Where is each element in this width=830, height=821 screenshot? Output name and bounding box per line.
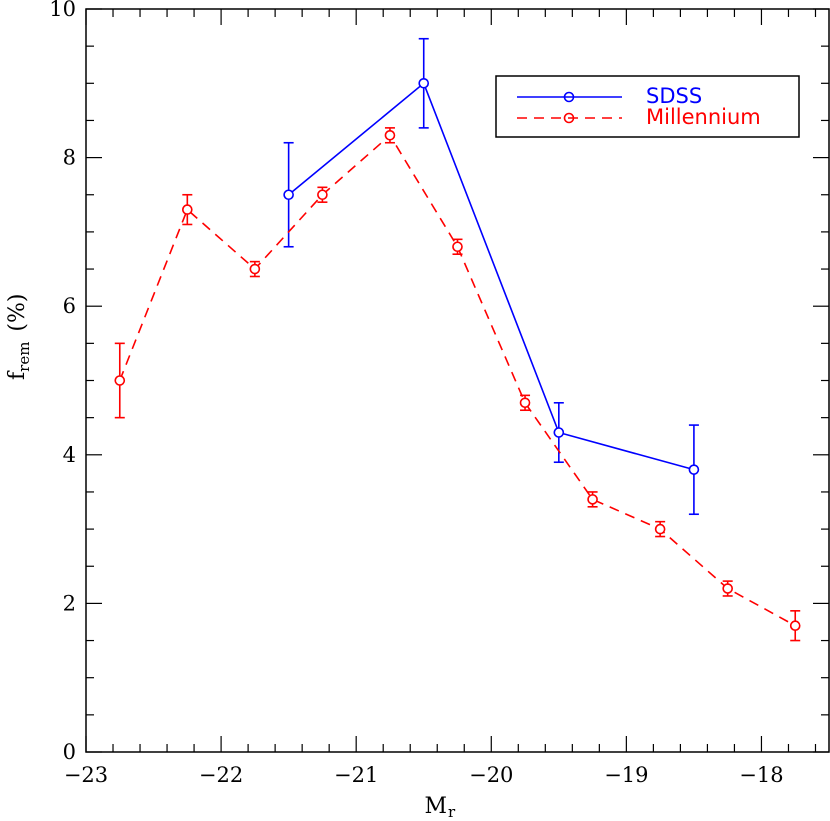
data-point-millennium	[384, 130, 396, 141]
y-axis-label: frem (%)	[5, 293, 33, 380]
data-point-millennium	[587, 494, 598, 505]
series-sdss	[283, 37, 700, 516]
x-tick-label: −21	[334, 763, 378, 787]
x-axis-label-subscript: r	[448, 803, 456, 821]
y-tick-label: 8	[63, 146, 76, 170]
data-series	[114, 37, 801, 642]
legend: SDSS Millennium	[495, 75, 800, 138]
y-tick-label: 0	[63, 740, 76, 764]
svg-text:frem(%): frem (%)	[5, 293, 33, 380]
series-line-millennium	[119, 134, 796, 627]
data-point-sdss	[553, 427, 565, 438]
data-point-millennium	[182, 204, 193, 215]
data-point-sdss	[418, 78, 430, 89]
data-point-millennium	[722, 583, 733, 594]
y-axis-label-main: f	[5, 370, 30, 380]
data-point-millennium	[249, 263, 261, 275]
y-tick-label: 10	[49, 0, 76, 21]
y-axis-label-subscript: rem	[15, 342, 33, 372]
x-tick-label: −22	[199, 763, 243, 787]
data-point-millennium	[519, 397, 531, 409]
x-axis-label: M r	[424, 794, 456, 821]
y-tick-label: 2	[63, 591, 76, 615]
y-tick-label: 4	[63, 443, 76, 467]
axis-ticks	[85, 8, 829, 753]
series-line-sdss	[288, 81, 695, 471]
legend-marker-sdss	[563, 91, 575, 103]
legend-label-millennium: Millennium	[646, 105, 761, 129]
legend-box	[495, 75, 800, 138]
data-point-millennium	[452, 241, 463, 253]
data-point-sdss	[688, 464, 700, 475]
data-point-millennium	[654, 523, 666, 535]
data-point-millennium	[789, 620, 801, 631]
series-millennium	[114, 127, 801, 642]
legend-label-sdss: SDSS	[646, 84, 702, 108]
y-axis-label-unit: (%)	[5, 293, 30, 331]
data-point-millennium	[317, 189, 328, 201]
x-tick-label: −18	[739, 763, 783, 787]
x-tick-label: −20	[469, 763, 513, 787]
x-tick-label: −19	[604, 763, 648, 787]
legend-marker-millennium	[563, 112, 575, 124]
x-tick-label: −23	[64, 763, 108, 787]
x-axis-label-main: M	[424, 794, 447, 819]
tick-labels: −23 −22 −21 −20 −19 −18 0 2 4 6 8 10	[49, 0, 783, 787]
data-point-sdss	[283, 189, 294, 201]
y-tick-label: 6	[63, 294, 76, 318]
data-point-millennium	[114, 375, 126, 386]
